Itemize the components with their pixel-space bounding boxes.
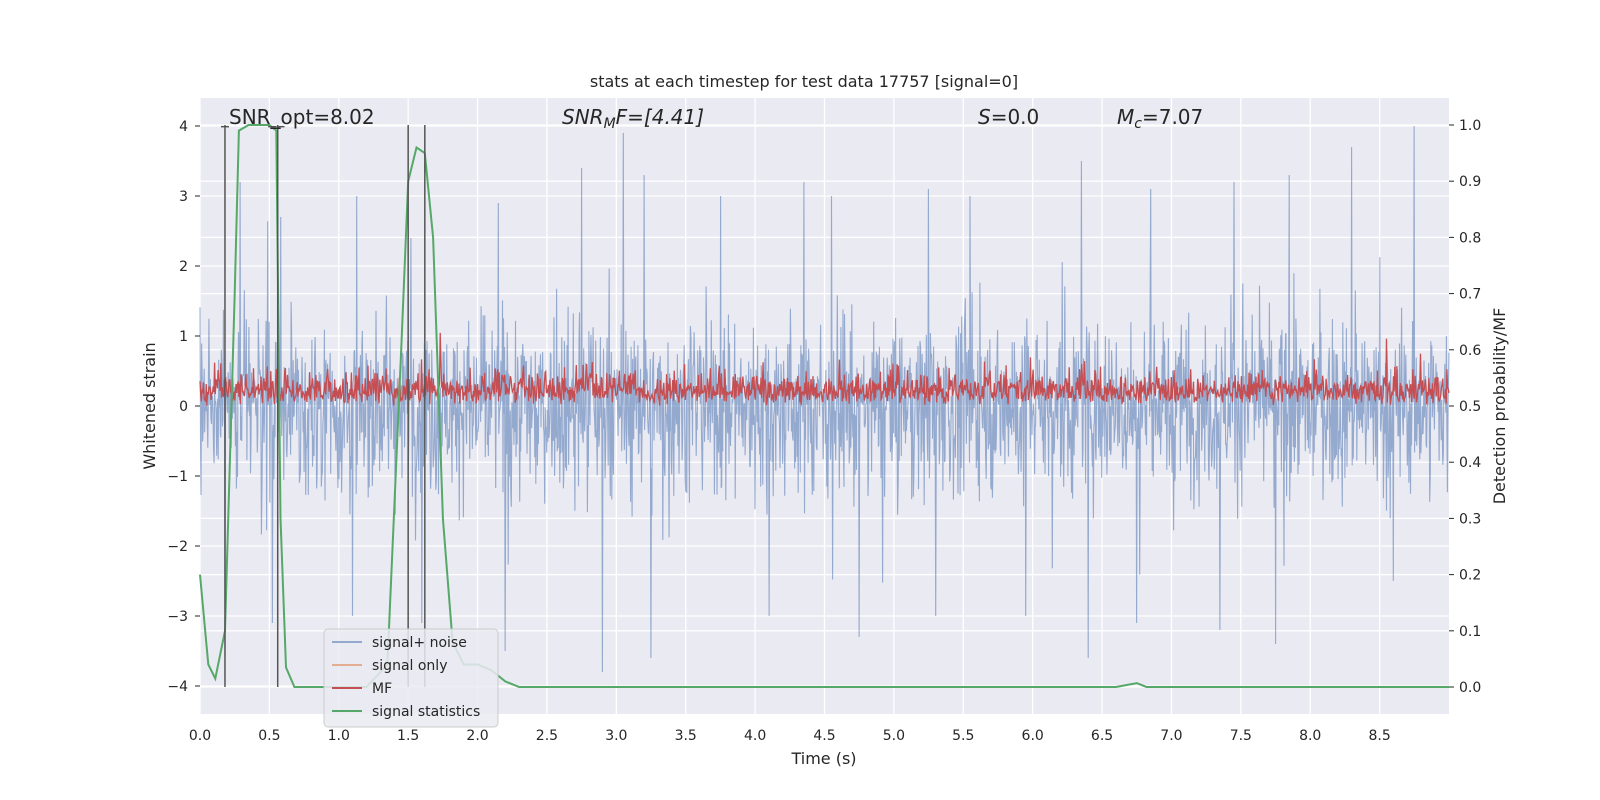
y2-tick-label: 0.8 [1459,230,1481,246]
annotation-s: S=0.0 [978,105,1039,129]
y-tick-label: 1 [179,329,188,345]
x-tick-label: 7.0 [1160,728,1182,744]
y-tick-label: 0 [179,399,188,415]
signal-statistics-line [199,124,1449,688]
y-tick-label: −1 [167,469,188,485]
y2-tick-label: 0.5 [1459,399,1481,415]
y-tick-label: 3 [179,189,188,205]
legend-label-signal-noise: signal+ noise [372,635,467,651]
x-tick-label: 6.0 [1022,728,1044,744]
x-tick-label: 1.0 [328,728,350,744]
y2-axis-ticks: 1.0 0.9 0.8 0.7 0.6 0.5 0.4 0.3 0.2 0.1 0.0 [1449,118,1481,696]
x-tick-label: 8.5 [1368,728,1390,744]
signal-statistics-series [199,124,1449,688]
x-tick-label: 2.0 [466,728,488,744]
x-tick-label: 7.5 [1230,728,1252,744]
x-tick-label: 8.0 [1299,728,1321,744]
x-tick-label: 4.0 [744,728,766,744]
x-axis-ticks: 0.0 0.5 1.0 1.5 2.0 2.5 3.0 3.5 4.0 4.5 5.0 5.5 6.0 6… [189,728,1391,744]
x-axis-label: Time (s) [790,749,856,768]
y-tick-label: 4 [179,119,188,135]
y-tick-label: −4 [167,679,188,695]
marker-lines [220,124,426,688]
legend: signal+ noise signal only MF signal stat… [323,628,499,728]
legend-box [323,628,499,728]
y2-tick-label: 0.0 [1459,680,1481,696]
x-tick-label: 0.5 [258,728,280,744]
y2-axis-label: Detection probability/MF [1490,308,1509,505]
x-tick-label: 3.0 [605,728,627,744]
y2-tick-label: 0.1 [1459,624,1481,640]
y-tick-label: −3 [167,609,188,625]
y2-tick-label: 0.4 [1459,455,1481,471]
x-tick-label: 4.5 [813,728,835,744]
y-axis-ticks: 4 3 2 1 0 −1 −2 −3 −4 [167,119,200,695]
chart-title: stats at each timestep for test data 177… [590,72,1018,91]
x-tick-label: 3.5 [675,728,697,744]
annotation-snr-mf: SNRMF=[4.41] [562,105,704,132]
y2-tick-label: 0.7 [1459,287,1481,303]
x-tick-label: 2.5 [536,728,558,744]
y-tick-label: 2 [179,259,188,275]
y2-tick-label: 0.6 [1459,343,1481,359]
y2-tick-label: 0.3 [1459,511,1481,527]
annotation-mc: Mc=7.07 [1117,105,1203,132]
annotation-snr-opt: SNR_opt=8.02 [229,105,375,129]
x-tick-label: 6.5 [1091,728,1113,744]
y2-tick-label: 0.2 [1459,568,1481,584]
y-axis-label: Whitened strain [140,342,159,469]
legend-label-signal-statistics: signal statistics [372,704,480,720]
x-tick-label: 1.5 [397,728,419,744]
x-tick-label: 5.5 [952,728,974,744]
x-tick-label: 5.0 [883,728,905,744]
y2-tick-label: 0.9 [1459,174,1481,190]
y-tick-label: −2 [167,539,188,555]
legend-label-mf: MF [372,681,392,697]
y2-tick-label: 1.0 [1459,118,1481,134]
x-tick-label: 0.0 [189,728,211,744]
legend-label-signal-only: signal only [372,658,447,674]
